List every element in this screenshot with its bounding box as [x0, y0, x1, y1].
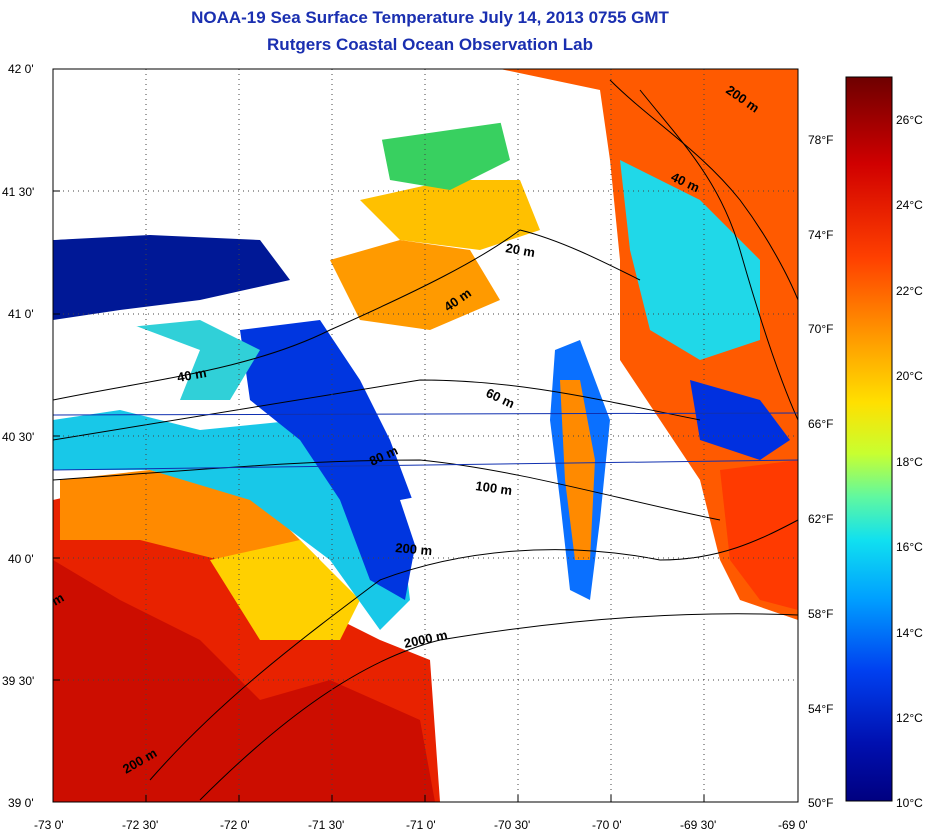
- colorbar-celsius-label: 16°C: [896, 540, 923, 554]
- colorbar-celsius-label: 12°C: [896, 711, 923, 725]
- lon-label: -69 30': [680, 818, 717, 832]
- sst-filament-warm: [560, 380, 595, 560]
- lon-label: -70 30': [494, 818, 531, 832]
- sst-red-east: [720, 460, 798, 610]
- map-subtitle: Rutgers Coastal Ocean Observation Lab: [267, 35, 593, 54]
- colorbar: [845, 76, 893, 802]
- lat-label: 41 30': [2, 185, 35, 199]
- colorbar-celsius-label: 20°C: [896, 369, 923, 383]
- colorbar-fahrenheit-label: 54°F: [808, 702, 834, 716]
- colorbar-celsius-label: 10°C: [896, 796, 923, 810]
- contour-label: 200 m: [395, 540, 433, 558]
- map-title: NOAA-19 Sea Surface Temperature July 14,…: [191, 8, 669, 27]
- axis-ticks: [53, 68, 705, 803]
- lon-label: -70 0': [592, 818, 622, 832]
- lon-label: -69 0': [778, 818, 808, 832]
- sst-orange-nearshore: [330, 240, 500, 330]
- lon-label: -73 0': [34, 818, 64, 832]
- lon-label: -72 30': [122, 818, 159, 832]
- cloud-gap-1: [60, 320, 200, 410]
- contour-label: 40 m: [176, 365, 208, 385]
- sst-cold-band: [240, 320, 420, 600]
- colorbar-celsius-label: 18°C: [896, 455, 923, 469]
- cloud-gap-4: [560, 160, 620, 340]
- lon-label: -71 30': [308, 818, 345, 832]
- colorbar-celsius-label: 26°C: [896, 113, 923, 127]
- sst-hot-region-sw: [53, 560, 435, 802]
- colorbar-fahrenheit-label: 78°F: [808, 133, 834, 147]
- lat-label: 40 0': [8, 552, 34, 566]
- colorbar-fahrenheit-label: 70°F: [808, 322, 834, 336]
- bathymetry-contours: [53, 79, 798, 801]
- colorbar-celsius-label: 14°C: [896, 626, 923, 640]
- land-mask-north: [53, 69, 520, 240]
- contour-label: 20 m: [504, 240, 536, 260]
- colorbar-fahrenheit-label: 74°F: [808, 228, 834, 242]
- lat-label: 39 0': [8, 796, 34, 810]
- lat-label: 42 0': [8, 62, 34, 76]
- lat-label: 41 0': [8, 307, 34, 321]
- sst-cyan-east: [620, 160, 760, 360]
- colorbar-fahrenheit-label: 62°F: [808, 512, 834, 526]
- contour-label: 100 m: [475, 478, 514, 498]
- colorbar-fahrenheit-label: 50°F: [808, 796, 834, 810]
- colorbar-fahrenheit-label: 66°F: [808, 417, 834, 431]
- lat-label: 39 30': [2, 674, 35, 688]
- sst-blue-east: [690, 380, 790, 460]
- colorbar-celsius-label: 24°C: [896, 198, 923, 212]
- lon-label: -72 0': [220, 818, 250, 832]
- sst-coldwater-lis: [53, 235, 290, 320]
- cloud-gap-2: [370, 310, 560, 500]
- lat-label: 40 30': [2, 430, 35, 444]
- lon-label: -71 0': [406, 818, 436, 832]
- map-grid: [53, 69, 798, 802]
- cloud-gap-6: [440, 620, 798, 802]
- sst-yellow-patch: [210, 540, 360, 640]
- colorbar-fahrenheit-label: 58°F: [808, 607, 834, 621]
- sst-yellow-nearshore: [360, 180, 540, 250]
- colorbar-celsius-label: 22°C: [896, 284, 923, 298]
